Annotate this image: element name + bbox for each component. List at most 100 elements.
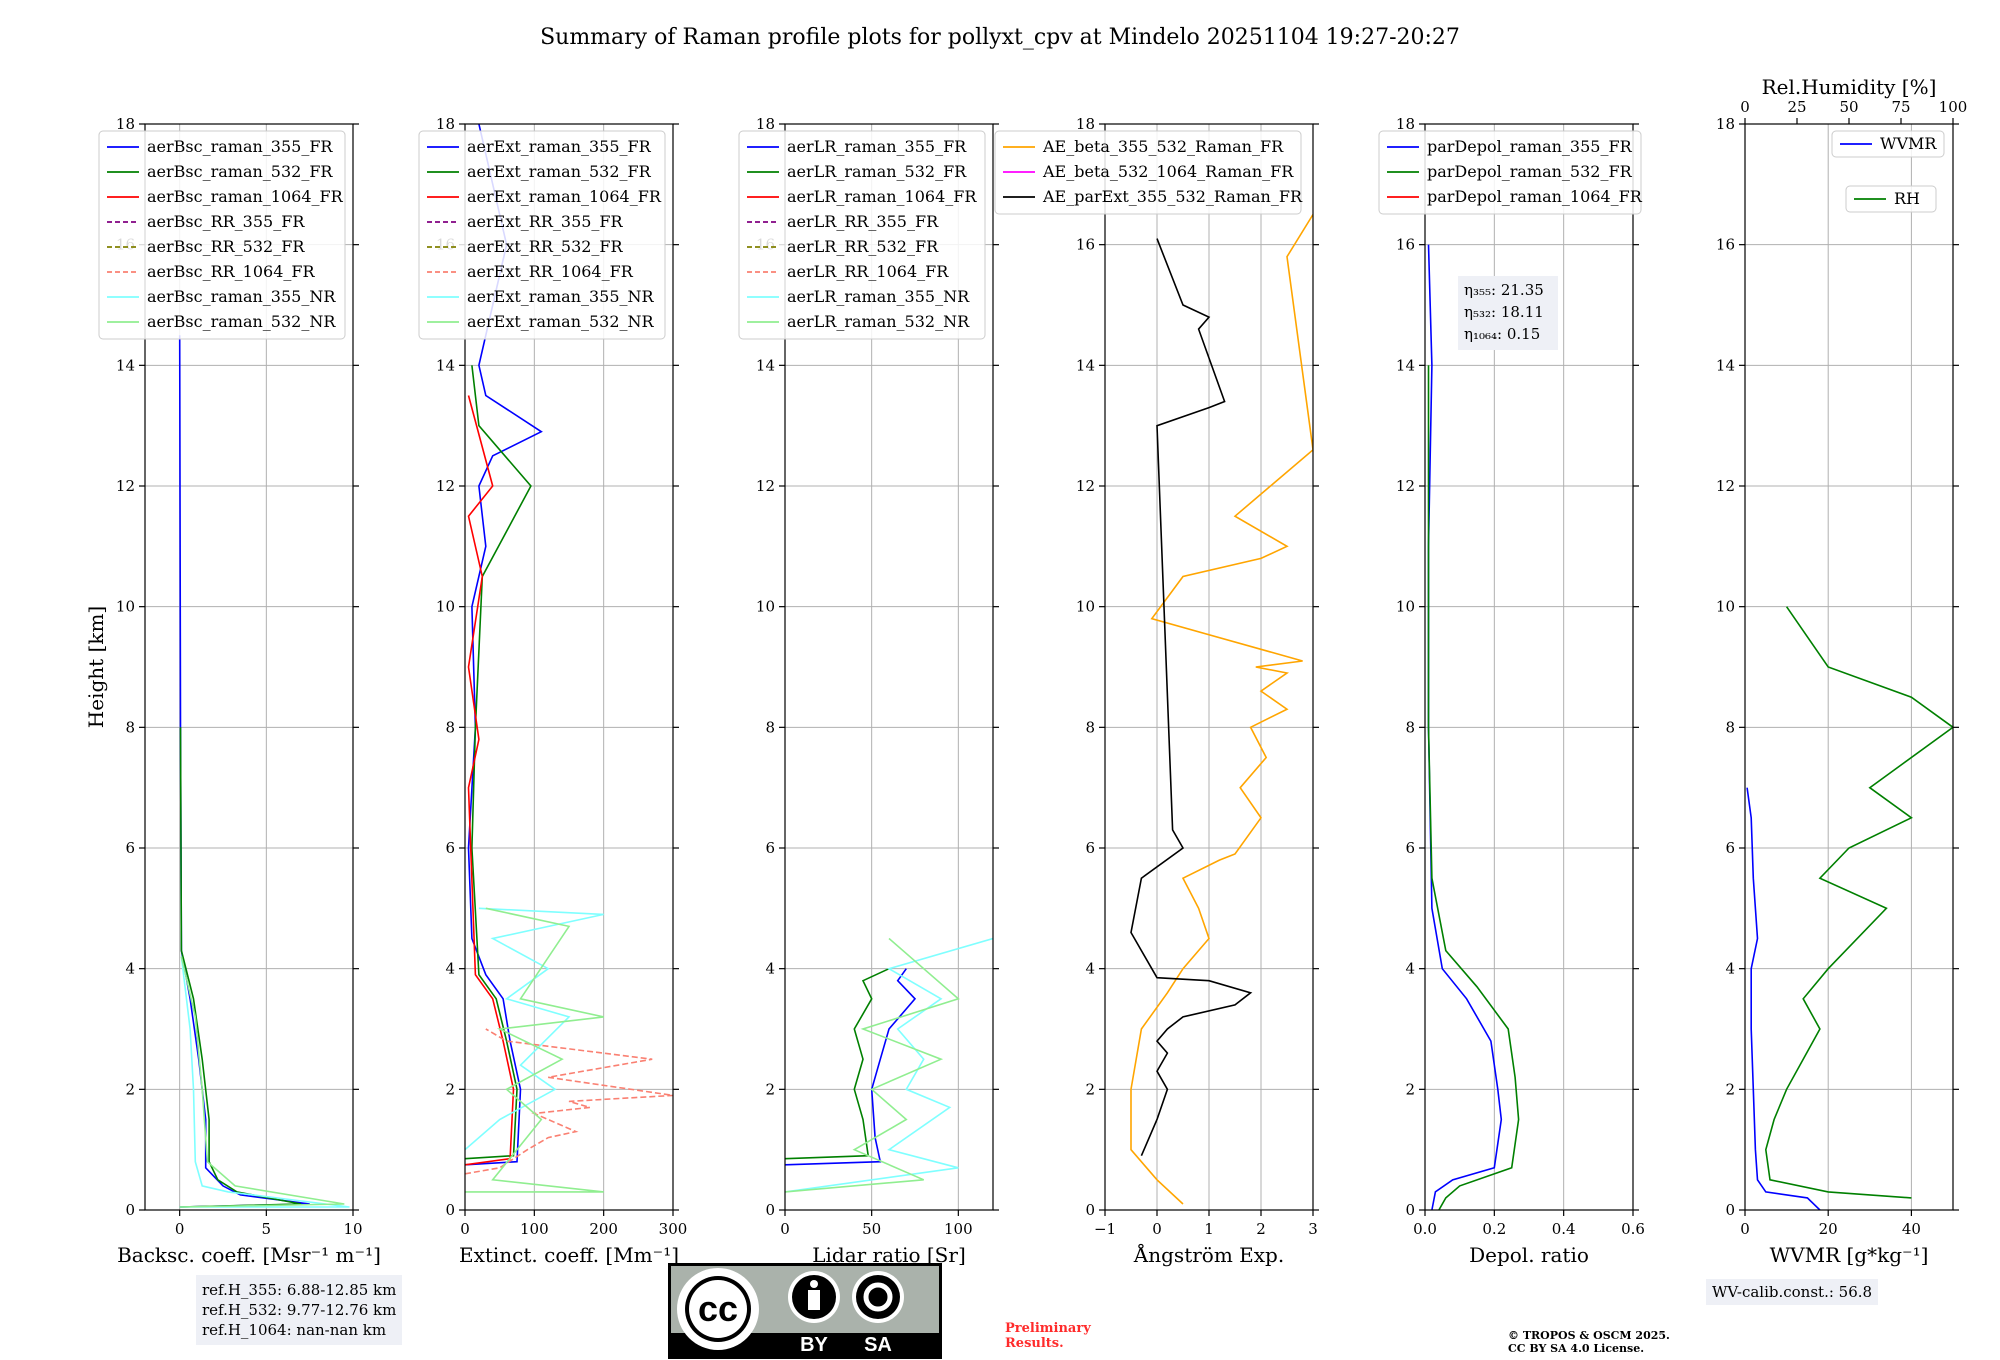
y-tick: 0 — [445, 1201, 679, 1219]
ref-h-1064: ref.H_1064: nan-nan km — [202, 1321, 387, 1339]
legend-bsc: aerBsc_raman_355_FR aerBsc_raman_532_FRae… — [98, 130, 346, 340]
y-tick-label: 6 — [1725, 839, 1735, 857]
legend-entry: AE_parExt_355_532_Raman_FR — [1042, 187, 1303, 206]
legend-dep: parDepol_raman_355_FR parDepol_raman_532_… — [1378, 130, 1643, 215]
x-axis-label: Ångström Exp. — [1133, 1242, 1284, 1267]
x-axis-label: WVMR [g*kg⁻¹] — [1770, 1243, 1929, 1267]
y-tick: 2 — [1725, 1080, 1959, 1098]
top-x-tick: 25 — [1787, 98, 1807, 124]
y-tick: 18 — [436, 115, 679, 133]
x-tick: 5 — [262, 1210, 272, 1238]
y-tick-label: 12 — [1716, 477, 1735, 495]
axes-frame — [1424, 123, 1634, 1211]
legend-entry: aerLR_raman_355_NR — [787, 287, 970, 306]
x-tick-label: 5 — [262, 1220, 272, 1238]
x-tick: 50 — [862, 1210, 881, 1238]
legend-entry: aerLR_raman_1064_FR — [787, 187, 977, 206]
x-tick: −1 — [1094, 1210, 1116, 1238]
y-tick-label: 10 — [116, 598, 135, 616]
cc-by-text: BY — [800, 1334, 828, 1356]
y-tick: 16 — [1716, 236, 1959, 254]
y-tick: 16 — [1396, 236, 1639, 254]
plot-area-ext — [465, 124, 673, 1193]
y-tick: 12 — [1076, 477, 1319, 495]
plot-area-bsc — [178, 335, 350, 1208]
y-tick: 8 — [125, 718, 359, 736]
axes-frame — [144, 123, 354, 1211]
y-tick-label: 18 — [1396, 115, 1415, 133]
series-WVMR — [1746, 787, 1821, 1210]
x-tick: 3 — [1308, 1210, 1318, 1238]
y-tick: 6 — [1405, 839, 1639, 857]
series-aerExt_raman_355_NR — [465, 907, 604, 1151]
x-tick-label: 200 — [589, 1220, 618, 1238]
y-tick: 10 — [1076, 598, 1319, 616]
legend-wv: WVMR RH — [1831, 130, 1945, 213]
y-tick-label: 18 — [116, 115, 135, 133]
series-RH — [1764, 606, 1953, 1199]
y-tick-label: 8 — [125, 718, 135, 736]
legend-entry: aerExt_raman_1064_FR — [467, 187, 662, 206]
x-tick: 0.6 — [1621, 1210, 1645, 1238]
x-tick-label: 0.2 — [1482, 1220, 1506, 1238]
y-tick: 8 — [1085, 718, 1319, 736]
x-tick-label: 50 — [862, 1220, 881, 1238]
y-tick-label: 14 — [116, 356, 135, 374]
cc-sa-text: SA — [864, 1334, 892, 1356]
y-tick: 18 — [1076, 115, 1319, 133]
y-tick: 0 — [1405, 1201, 1639, 1219]
y-tick-label: 10 — [436, 598, 455, 616]
y-tick-label: 0 — [765, 1201, 775, 1219]
top-x-axis-label: Rel.Humidity [%] — [1762, 75, 1937, 99]
x-tick-label: 0 — [460, 1220, 470, 1238]
top-x-tick-label: 50 — [1839, 98, 1858, 116]
y-tick: 10 — [756, 598, 999, 616]
y-tick-label: 8 — [1405, 718, 1415, 736]
x-tick-label: 2 — [1256, 1220, 1266, 1238]
x-tick-label: 100 — [944, 1220, 973, 1238]
y-tick: 2 — [765, 1080, 999, 1098]
x-tick: 10 — [343, 1210, 363, 1238]
legend-entry: WVMR — [1880, 134, 1937, 153]
y-tick: 4 — [765, 960, 999, 978]
x-tick-label: 0 — [175, 1220, 185, 1238]
y-tick-label: 10 — [756, 598, 775, 616]
eta-line: η₃₅₅: 21.35 — [1464, 281, 1544, 299]
y-tick-label: 2 — [125, 1080, 135, 1098]
top-x-tick-label: 100 — [1939, 98, 1968, 116]
panel-lr: 050100024681012141618Lidar ratio [Sr]aer… — [738, 115, 999, 1267]
figure-title: Summary of Raman profile plots for polly… — [540, 25, 1460, 50]
series-aerBsc_raman_532_FR — [179, 727, 302, 1208]
legend-entry: aerLR_raman_355_FR — [787, 137, 967, 156]
y-tick: 6 — [1725, 839, 1959, 857]
y-tick: 10 — [436, 598, 679, 616]
y-tick-label: 2 — [765, 1080, 775, 1098]
reference-height-box: ref.H_355: 6.88-12.85 km ref.H_532: 9.77… — [196, 1275, 403, 1345]
y-tick-label: 4 — [125, 960, 135, 978]
x-tick: 1 — [1204, 1210, 1214, 1238]
y-tick-label: 6 — [445, 839, 455, 857]
x-tick-label: 1 — [1204, 1220, 1214, 1238]
legend-entry: aerBsc_raman_355_NR — [147, 287, 336, 306]
panel-wv: 0 20 40 0 2 4 6 8 10 12 14 16 18 WVMR [g*kg⁻¹] 0 25 50 75… — [1716, 75, 1967, 1267]
x-tick: 0 — [780, 1210, 790, 1238]
plot-area-lr — [785, 937, 993, 1193]
ref-h-355: ref.H_355: 6.88-12.85 km — [202, 1281, 397, 1299]
x-tick: 40 — [1902, 1210, 1921, 1238]
top-x-tick-label: 25 — [1787, 98, 1806, 116]
y-tick: 12 — [1716, 477, 1959, 495]
top-x-tick: 75 — [1891, 98, 1911, 124]
copyright-line-1: © TROPOS & OSCM 2025. — [1508, 1329, 1670, 1342]
y-tick: 2 — [125, 1080, 359, 1098]
x-tick: 0.4 — [1552, 1210, 1576, 1238]
y-tick-label: 8 — [445, 718, 455, 736]
legend-entry: aerLR_RR_1064_FR — [787, 262, 949, 281]
y-tick-label: 12 — [116, 477, 135, 495]
y-tick-label: 6 — [1085, 839, 1095, 857]
legend-entry: AE_beta_355_532_Raman_FR — [1042, 137, 1284, 156]
x-axis-label: Depol. ratio — [1469, 1243, 1589, 1267]
eta-line: η₅₃₂: 18.11 — [1464, 303, 1544, 321]
legend-ext: aerExt_raman_355_FR aerExt_raman_532_FRae… — [418, 130, 666, 340]
eta-line: η₁₀₆₄: 0.15 — [1464, 325, 1540, 343]
